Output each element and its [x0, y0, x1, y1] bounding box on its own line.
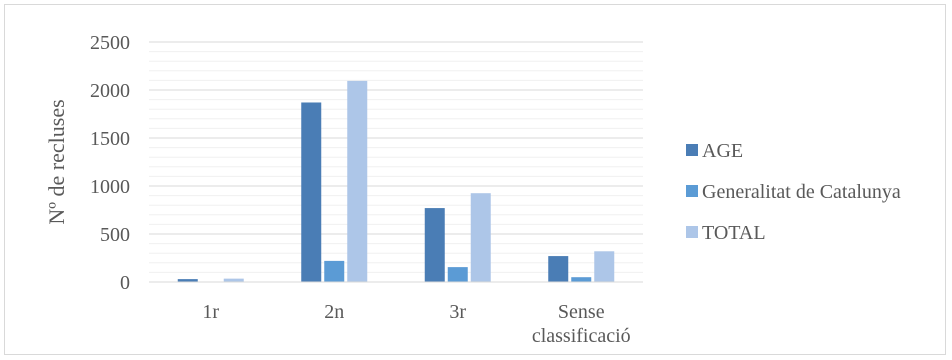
bar-total — [347, 80, 368, 282]
bar-age — [548, 256, 569, 282]
legend-label: Generalitat de Catalunya — [702, 181, 901, 203]
chart-frame — [4, 4, 946, 355]
x-axis-ticks: 1r 2n 3r Sense classificació — [202, 301, 630, 347]
bar-age — [424, 208, 445, 282]
y-tick-label: 1500 — [90, 128, 130, 150]
x-tick-label: 1r — [202, 301, 219, 323]
y-tick-label: 500 — [100, 224, 130, 246]
bar-age — [177, 279, 198, 282]
bar-total — [470, 193, 491, 282]
bars — [177, 80, 615, 282]
y-axis-label: Nº de recluses — [44, 99, 69, 224]
grid-lines — [149, 41, 643, 273]
y-tick-label: 2000 — [90, 80, 130, 102]
legend-swatch — [686, 226, 698, 238]
legend-swatch — [686, 185, 698, 197]
bar-generalitat-de-catalunya — [324, 260, 345, 282]
bar-age — [301, 102, 322, 282]
x-tick-label: 2n — [324, 301, 344, 323]
x-tick-label: 3r — [449, 301, 466, 323]
x-tick-label: Sense classificació — [532, 301, 631, 347]
legend-label: AGE — [702, 140, 743, 162]
y-axis-ticks: 0 500 1000 1500 2000 2500 — [90, 32, 130, 294]
legend-swatch — [686, 144, 698, 156]
bar-generalitat-de-catalunya — [571, 277, 592, 282]
bar-total — [223, 278, 244, 282]
bar-total — [594, 251, 615, 282]
bar-generalitat-de-catalunya — [447, 267, 468, 282]
y-tick-label: 0 — [120, 272, 130, 294]
legend: AGE Generalitat de Catalunya TOTAL — [686, 140, 901, 244]
y-tick-label: 1000 — [90, 176, 130, 198]
legend-label: TOTAL — [702, 222, 766, 244]
y-tick-label: 2500 — [90, 32, 130, 54]
